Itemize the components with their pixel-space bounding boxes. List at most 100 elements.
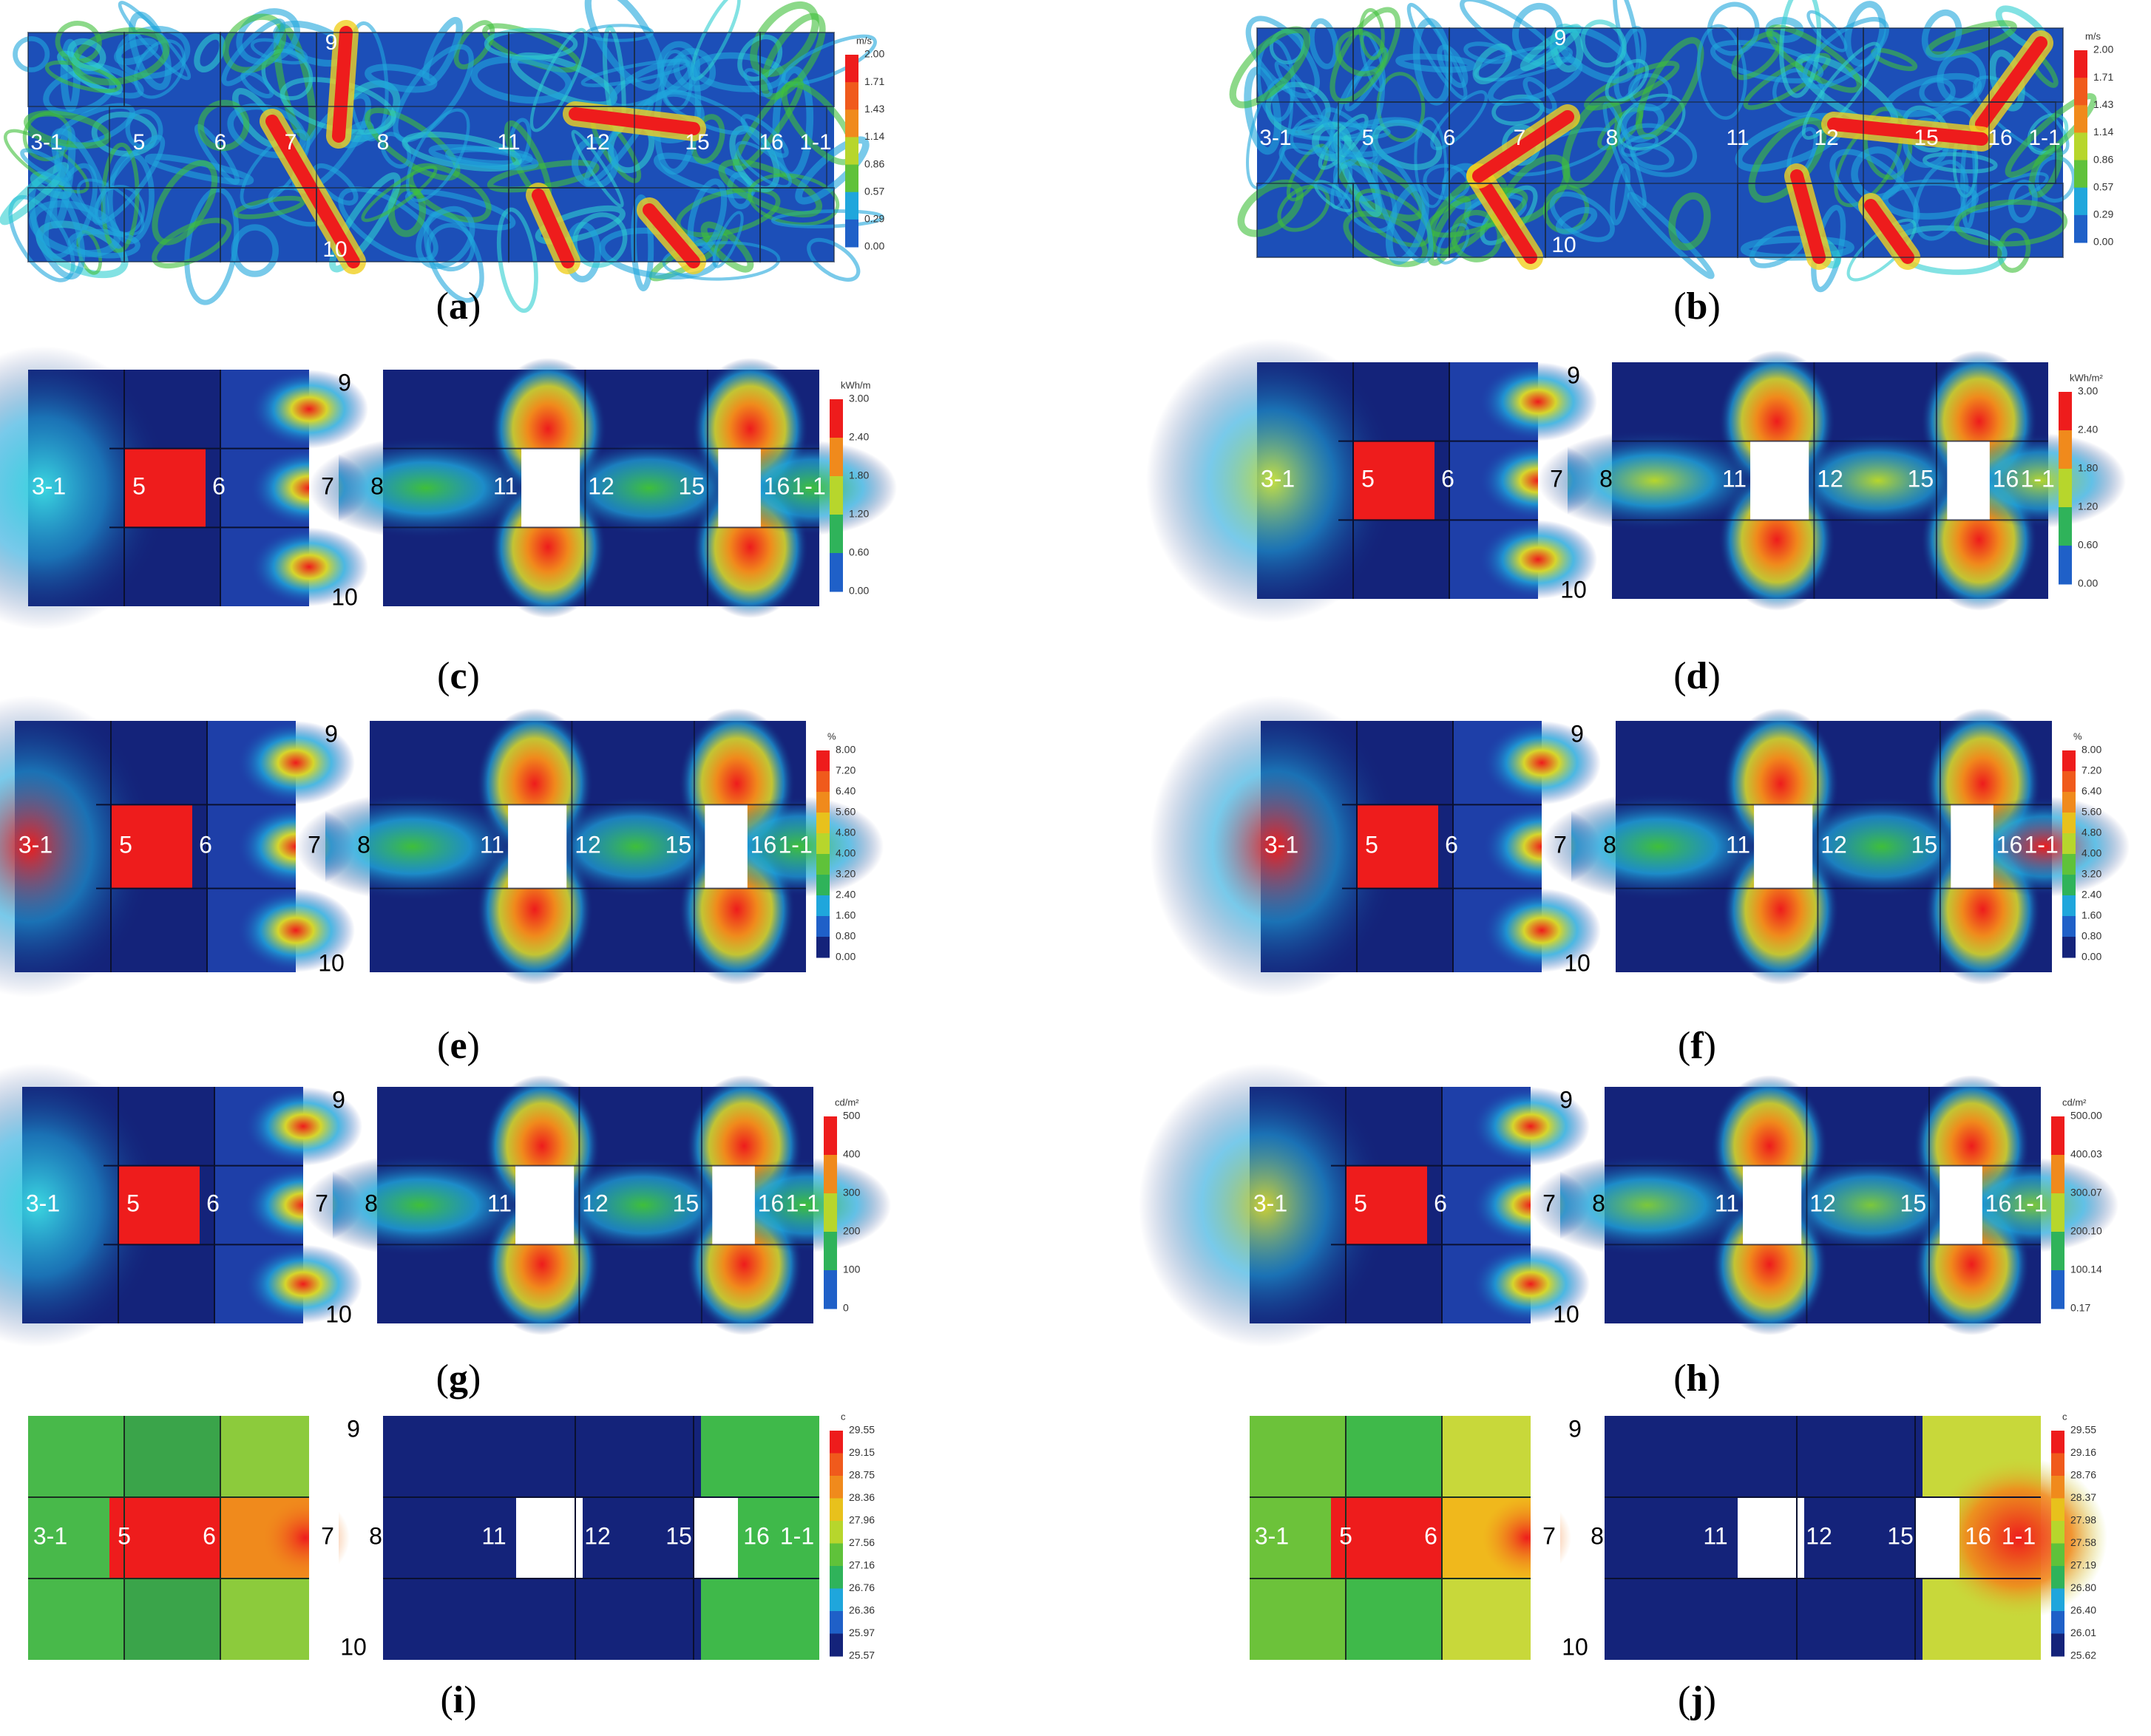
caption-j: (j) bbox=[1678, 1679, 1716, 1721]
place-label: 10 bbox=[331, 583, 358, 610]
legend: 8.00 7.20 6.40 5.60 4.80 4.00 3.20 2.40 1.60 0.80… bbox=[816, 730, 856, 963]
wind-swirl bbox=[1602, 101, 1647, 208]
wind-swirl bbox=[2005, 92, 2097, 178]
wind-swirl bbox=[1229, 26, 1311, 109]
panel-d-svg: 3-1 5 6 7 8 9 10 11 12 15 16 1-1 3.00 2.40 1.80 1.20 0.6… bbox=[1146, 339, 2127, 623]
heat-blob bbox=[1955, 433, 2127, 528]
legend-tick-label: 3.20 bbox=[2081, 868, 2101, 880]
place-label: 8 bbox=[377, 130, 390, 155]
place-label: 16 bbox=[1988, 126, 2012, 150]
place-label: 3-1 bbox=[1261, 465, 1295, 492]
legend-tick-label: 200.10 bbox=[2070, 1225, 2102, 1237]
legend-swatch bbox=[824, 1193, 837, 1233]
place-label: 3-1 bbox=[1264, 831, 1298, 858]
legend-tick-label: 0.00 bbox=[2093, 236, 2113, 248]
caption-a: (a) bbox=[436, 285, 481, 328]
legend-swatch bbox=[830, 1588, 843, 1612]
caption-g: (g) bbox=[436, 1357, 481, 1400]
panel-g: 3-1 5 6 7 8 9 10 11 12 15 16 1-1 500 400 300 200 100 0 cd/… bbox=[0, 1063, 917, 1347]
place-label: 15 bbox=[1887, 1522, 1914, 1549]
wind-jet-core bbox=[1790, 169, 1826, 264]
place-label: 7 bbox=[1542, 1190, 1556, 1216]
courtyard-void bbox=[1940, 1165, 1982, 1245]
place-label: 16 bbox=[1996, 831, 2023, 858]
heat-blob bbox=[295, 792, 529, 901]
courtyard-void bbox=[521, 448, 580, 528]
wind-swirl bbox=[365, 107, 461, 181]
legend-tick-label: 0 bbox=[843, 1302, 849, 1314]
place-label: 8 bbox=[370, 472, 384, 499]
heat-blob bbox=[244, 1244, 362, 1323]
place-label: 11 bbox=[493, 472, 518, 499]
panel-f-svg: 3-1 5 6 7 8 9 10 11 12 15 16 1-1 8.00 7.20 6.40 5.60 4.8… bbox=[1150, 696, 2130, 997]
legend-tick-label: 26.76 bbox=[849, 1581, 875, 1593]
legend-swatch bbox=[830, 515, 843, 554]
wind-swirl bbox=[20, 148, 72, 182]
wind-swirl bbox=[1923, 152, 1998, 174]
panel-b: 3-1 5 6 7 8 9 10 11 12 15 16 1-1 2.00 1.71 1.43 1.14 0.8… bbox=[1229, 0, 2144, 293]
legend-unit: % bbox=[827, 730, 836, 742]
legend-tick-label: 100 bbox=[843, 1264, 861, 1275]
place-label: 6 bbox=[1441, 465, 1454, 492]
place-label: 15 bbox=[665, 831, 692, 858]
legend-tick-label: 25.57 bbox=[849, 1649, 875, 1661]
wind-swirl bbox=[221, 18, 286, 87]
legend-swatch bbox=[830, 1543, 843, 1567]
heat-blob bbox=[540, 796, 732, 897]
legend-swatch bbox=[816, 813, 830, 834]
legend: 2.00 1.71 1.43 1.14 0.86 0.57 0.29 0.00 m/s bbox=[845, 35, 884, 252]
place-label: 9 bbox=[347, 1415, 360, 1442]
panel-a-svg: 3-1 5 6 7 8 9 10 11 12 15 16 1-1 2.00 1.71 1.43 1.14 0.8… bbox=[0, 0, 884, 313]
hot-block bbox=[109, 1497, 220, 1579]
legend-swatch bbox=[2062, 875, 2076, 896]
caption-d: (d) bbox=[1673, 655, 1721, 697]
caption-i: (i) bbox=[440, 1679, 477, 1721]
legend-tick-label: 0.80 bbox=[2081, 930, 2101, 942]
heat-blob bbox=[1959, 796, 2130, 897]
legend-swatch bbox=[816, 854, 830, 875]
heat-blob bbox=[308, 436, 543, 540]
legend-swatch bbox=[2051, 1521, 2064, 1544]
block-outline bbox=[759, 106, 827, 189]
hot-block bbox=[1357, 804, 1438, 889]
panel-d: 3-1 5 6 7 8 9 10 11 12 15 16 1-1 3.00 2.40 1.80 1.20 0.6… bbox=[1146, 339, 2144, 623]
place-label: 16 bbox=[1985, 1190, 2012, 1216]
heat-blob bbox=[1786, 796, 1978, 897]
legend-tick-label: 0.60 bbox=[849, 546, 869, 558]
legend-tick-label: 26.01 bbox=[2070, 1627, 2096, 1638]
legend-swatch bbox=[830, 476, 843, 515]
place-label: 1-1 bbox=[780, 1522, 814, 1549]
place-label: 10 bbox=[318, 949, 345, 976]
wind-jet-core bbox=[265, 115, 360, 268]
block-outline bbox=[1737, 101, 1864, 184]
place-label: 3-1 bbox=[32, 472, 66, 499]
wind-swirl bbox=[361, 165, 438, 223]
heat-blob bbox=[250, 370, 368, 449]
wind-swirl bbox=[67, 38, 106, 72]
legend-tick-label: 25.97 bbox=[849, 1627, 875, 1638]
legend-swatch bbox=[2074, 50, 2087, 78]
legend-swatch bbox=[2051, 1588, 2064, 1612]
place-label: 11 bbox=[497, 130, 520, 155]
wind-swirl bbox=[1290, 115, 1335, 155]
legend-unit: kWh/m bbox=[841, 379, 870, 390]
wind-swirl bbox=[426, 223, 475, 272]
legend-swatch bbox=[816, 937, 830, 958]
legend-swatch bbox=[816, 792, 830, 813]
legend-tick-label: 4.00 bbox=[2081, 847, 2101, 859]
legend-tick-label: 0.29 bbox=[2093, 208, 2113, 220]
legend-swatch bbox=[2051, 1155, 2064, 1194]
legend-tick-label: 100.14 bbox=[2070, 1264, 2102, 1275]
legend: 29.55 29.15 28.75 28.36 27.96 27.56 27.16 26.76… bbox=[830, 1411, 875, 1661]
panel-e: 3-1 5 6 7 8 9 10 11 12 15 16 1-1 8.00 7.20 6.40 5.60 4.8… bbox=[0, 696, 917, 997]
legend-swatch bbox=[830, 1633, 843, 1657]
legend-tick-label: 8.00 bbox=[2081, 744, 2101, 756]
wind-swirl bbox=[572, 212, 628, 268]
legend-tick-label: 28.76 bbox=[2070, 1469, 2096, 1481]
legend-tick-label: 0.60 bbox=[2078, 539, 2098, 551]
wind-swirl bbox=[1385, 183, 1429, 265]
wind-swirl bbox=[453, 20, 495, 69]
place-label: 9 bbox=[1571, 720, 1584, 747]
legend-tick-label: 0.00 bbox=[2078, 577, 2098, 589]
place-label: 16 bbox=[1965, 1522, 1991, 1549]
